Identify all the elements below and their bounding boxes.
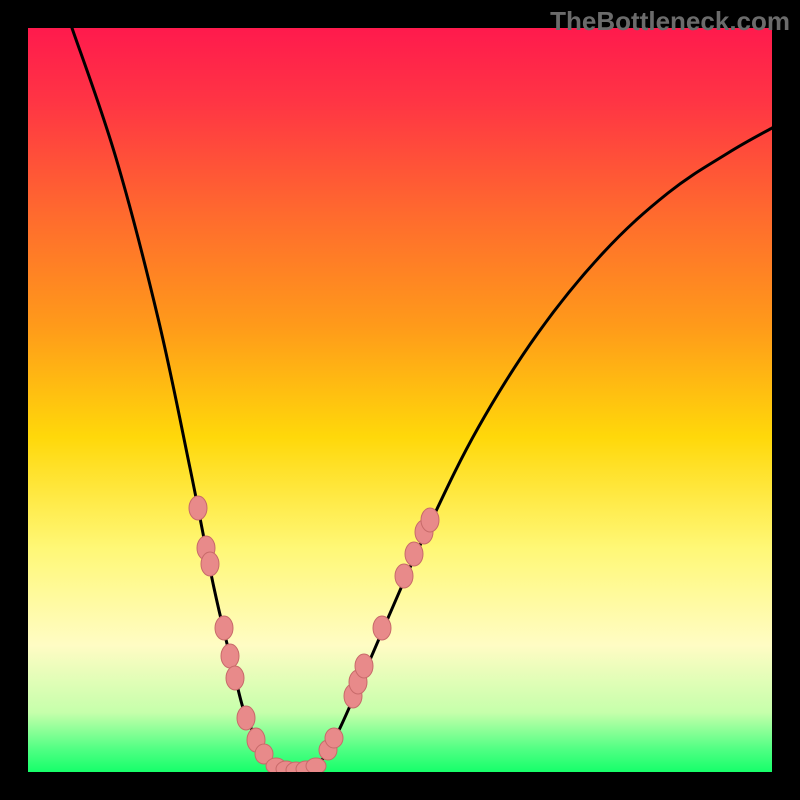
curve-marker: [421, 508, 439, 532]
curve-marker: [226, 666, 244, 690]
curve-marker: [373, 616, 391, 640]
curve-marker: [189, 496, 207, 520]
plot-background: [28, 28, 772, 772]
curve-marker: [355, 654, 373, 678]
curve-marker: [405, 542, 423, 566]
curve-marker: [306, 758, 326, 774]
curve-marker: [215, 616, 233, 640]
chart-frame: TheBottleneck.com: [0, 0, 800, 800]
curve-marker: [201, 552, 219, 576]
watermark-text: TheBottleneck.com: [550, 6, 790, 37]
curve-marker: [395, 564, 413, 588]
curve-marker: [221, 644, 239, 668]
curve-marker: [325, 728, 343, 748]
bottleneck-chart: [0, 0, 800, 800]
curve-marker: [237, 706, 255, 730]
